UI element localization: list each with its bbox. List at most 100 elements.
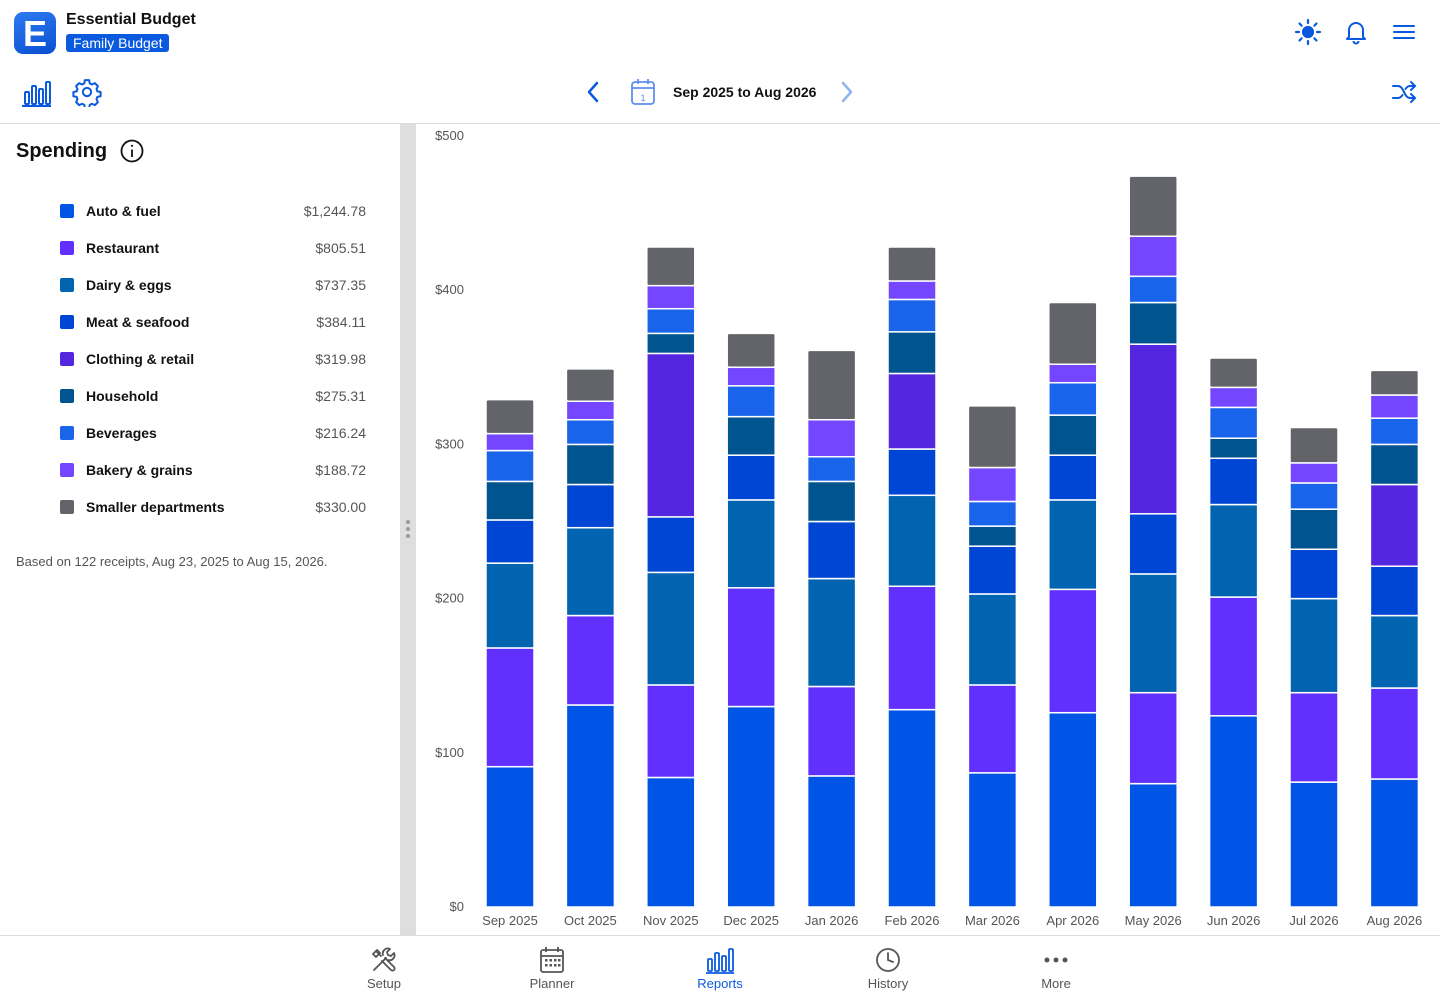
bar-segment[interactable] <box>565 400 616 421</box>
bar-segment[interactable] <box>1128 301 1178 345</box>
bar-segment[interactable] <box>485 647 535 768</box>
theme-sun-icon[interactable] <box>1294 18 1322 46</box>
bar-segment[interactable] <box>726 454 776 501</box>
nav-setup[interactable]: Setup <box>324 936 444 1001</box>
bar-segment[interactable] <box>967 593 1018 686</box>
bar-segment[interactable] <box>1289 691 1339 783</box>
bar-segment[interactable] <box>1369 778 1420 908</box>
bar-segment[interactable] <box>1289 548 1339 600</box>
bar-segment[interactable] <box>646 352 696 518</box>
bar-segment[interactable] <box>726 587 776 708</box>
report-settings-gear-icon[interactable] <box>72 77 102 107</box>
previous-period-chevron-icon[interactable] <box>582 78 606 106</box>
bar-segment[interactable] <box>1048 414 1098 456</box>
bar-segment[interactable] <box>1369 687 1420 780</box>
bar-segment[interactable] <box>887 372 937 450</box>
calendar-icon[interactable]: 1 <box>629 77 657 107</box>
bar-segment[interactable] <box>1048 711 1098 908</box>
bar-segment[interactable] <box>1289 508 1339 551</box>
bar-segment[interactable] <box>485 398 535 435</box>
info-icon[interactable] <box>119 138 145 164</box>
bar-segment[interactable] <box>485 449 535 483</box>
bar-segment[interactable] <box>967 500 1018 527</box>
bar-segment[interactable] <box>646 246 696 287</box>
bar-segment[interactable] <box>726 499 776 589</box>
bar-segment[interactable] <box>1369 443 1420 486</box>
next-period-chevron-icon[interactable] <box>834 78 858 106</box>
shuffle-icon[interactable] <box>1390 78 1418 106</box>
legend-item[interactable]: Smaller departments $330.00 <box>60 497 366 517</box>
bar-segment[interactable] <box>887 708 937 908</box>
bar-segment[interactable] <box>1128 175 1178 237</box>
bar-segment[interactable] <box>1289 597 1339 694</box>
bar-segment[interactable] <box>887 280 937 301</box>
bar-segment[interactable] <box>806 418 857 458</box>
bar-segment[interactable] <box>1048 381 1098 416</box>
bar-segment[interactable] <box>726 332 776 369</box>
notifications-bell-icon[interactable] <box>1342 18 1370 46</box>
bar-segment[interactable] <box>887 298 937 333</box>
bar-segment[interactable] <box>967 684 1018 774</box>
legend-item[interactable]: Bakery & grains $188.72 <box>60 460 366 480</box>
legend-item[interactable]: Auto & fuel $1,244.78 <box>60 201 366 221</box>
bar-segment[interactable] <box>806 520 857 580</box>
bar-segment[interactable] <box>1048 588 1098 714</box>
bar-segment[interactable] <box>806 775 857 908</box>
bar-segment[interactable] <box>1208 357 1259 389</box>
bar-segment[interactable] <box>1128 275 1178 304</box>
bar-segment[interactable] <box>1208 596 1259 717</box>
bar-segment[interactable] <box>1289 482 1339 510</box>
bar-segment[interactable] <box>967 772 1018 908</box>
bar-segment[interactable] <box>1289 426 1339 464</box>
nav-more[interactable]: More <box>996 936 1116 1001</box>
bar-segment[interactable] <box>1128 513 1178 575</box>
bar-segment[interactable] <box>726 415 776 456</box>
bar-segment[interactable] <box>485 562 535 649</box>
menu-hamburger-icon[interactable] <box>1390 18 1418 46</box>
bar-segment[interactable] <box>1128 343 1178 515</box>
bar-segment[interactable] <box>1048 499 1098 591</box>
bar-segment[interactable] <box>646 776 696 908</box>
bar-segment[interactable] <box>806 349 857 421</box>
bar-segment[interactable] <box>967 466 1018 503</box>
bar-segment[interactable] <box>1128 691 1178 785</box>
bar-segment[interactable] <box>485 480 535 521</box>
bar-segment[interactable] <box>887 448 937 497</box>
bar-segment[interactable] <box>887 494 937 588</box>
bar-segment[interactable] <box>485 519 535 564</box>
bar-segment[interactable] <box>1369 417 1420 446</box>
bar-segment[interactable] <box>1369 614 1420 689</box>
bar-segment[interactable] <box>565 368 616 402</box>
bar-segment[interactable] <box>1208 503 1259 598</box>
bar-segment[interactable] <box>1048 301 1098 365</box>
bar-segment[interactable] <box>967 405 1018 469</box>
bar-segment[interactable] <box>887 585 937 711</box>
bar-segment[interactable] <box>967 525 1018 547</box>
nav-reports[interactable]: Reports <box>660 936 780 1001</box>
bar-segment[interactable] <box>485 432 535 452</box>
bar-segment[interactable] <box>1369 565 1420 617</box>
bar-segment[interactable] <box>1208 715 1259 908</box>
bar-segment[interactable] <box>1048 454 1098 501</box>
bar-segment[interactable] <box>887 331 937 375</box>
bar-segment[interactable] <box>1128 235 1178 278</box>
legend-item[interactable]: Restaurant $805.51 <box>60 238 366 258</box>
bar-segment[interactable] <box>1128 573 1178 694</box>
nav-history[interactable]: History <box>828 936 948 1001</box>
bar-segment[interactable] <box>565 704 616 908</box>
bar-segment[interactable] <box>646 684 696 779</box>
bar-segment[interactable] <box>1208 406 1259 439</box>
bar-segment[interactable] <box>565 614 616 706</box>
bar-segment[interactable] <box>1208 437 1259 460</box>
legend-item[interactable]: Household $275.31 <box>60 386 366 406</box>
bar-segment[interactable] <box>806 577 857 688</box>
bar-segment[interactable] <box>565 526 616 617</box>
bar-segment[interactable] <box>806 455 857 483</box>
bar-segment[interactable] <box>726 705 776 908</box>
bar-segment[interactable] <box>887 246 937 282</box>
bar-segment[interactable] <box>646 571 696 686</box>
bar-segment[interactable] <box>646 307 696 335</box>
bar-segment[interactable] <box>565 443 616 486</box>
legend-item[interactable]: Dairy & eggs $737.35 <box>60 275 366 295</box>
bar-segment[interactable] <box>967 545 1018 595</box>
